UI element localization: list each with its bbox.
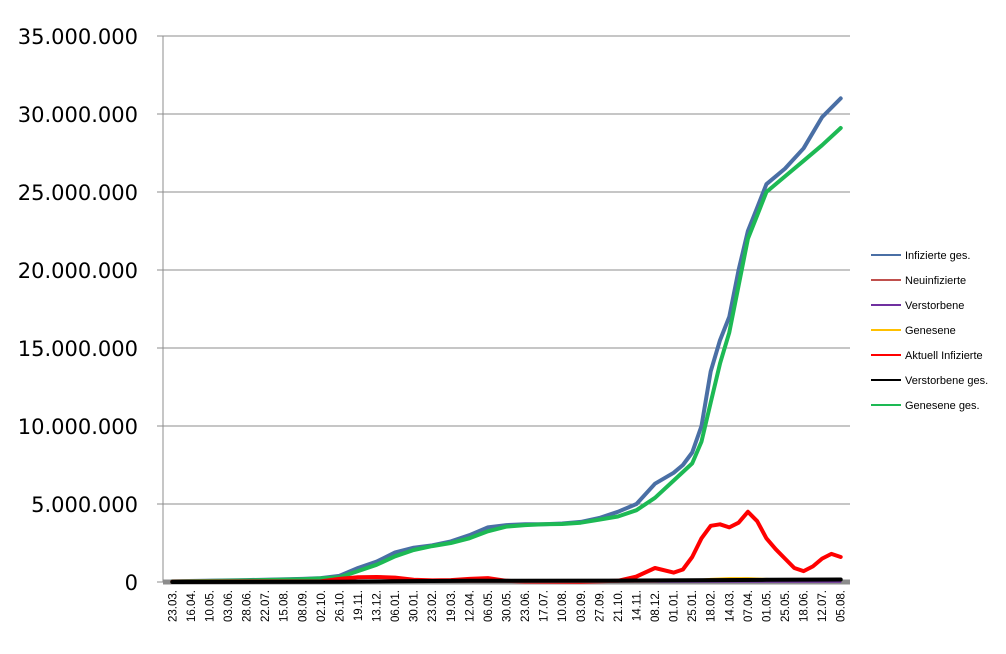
x-tick-label: 12.04. bbox=[464, 590, 476, 622]
x-tick-label: 27.09. bbox=[594, 590, 606, 622]
x-tick-label: 22.07. bbox=[260, 590, 272, 622]
x-tick-label: 30.05. bbox=[502, 590, 514, 622]
x-tick-label: 05.08. bbox=[836, 590, 848, 622]
legend-label: Infizierte ges. bbox=[905, 250, 970, 262]
x-tick-label: 07.04. bbox=[743, 590, 755, 622]
x-tick-label: 23.03. bbox=[167, 590, 179, 622]
x-tick-label: 25.01. bbox=[687, 590, 699, 622]
series-line-6 bbox=[170, 126, 843, 584]
y-tick-label: 10.000.000 bbox=[18, 415, 138, 439]
x-tick-label: 21.10. bbox=[613, 590, 625, 622]
x-tick-label: 30.01. bbox=[409, 590, 421, 622]
y-tick-label: 30.000.000 bbox=[18, 103, 138, 127]
x-tick-label: 15.08. bbox=[279, 590, 291, 622]
x-tick-label: 25.05. bbox=[780, 590, 792, 622]
x-tick-label: 14.03. bbox=[724, 590, 736, 622]
y-tick-label: 0 bbox=[125, 571, 138, 595]
x-tick-label: 17.07. bbox=[539, 590, 551, 622]
x-tick-label: 16.04. bbox=[186, 590, 198, 622]
y-axis: 0 5.000.000 10.000.000 15.000.000 20.000.000… bbox=[18, 25, 164, 595]
y-tick-label: 5.000.000 bbox=[31, 493, 138, 517]
y-tick-label: 25.000.000 bbox=[18, 181, 138, 205]
x-tick-label: 02.10. bbox=[316, 590, 328, 622]
legend-label: Aktuell Infizierte bbox=[905, 350, 983, 362]
x-tick-label: 12.07. bbox=[817, 590, 829, 622]
x-tick-label: 03.09. bbox=[576, 590, 588, 622]
y-tick-label: 15.000.000 bbox=[18, 337, 138, 361]
x-tick-label: 19.11. bbox=[353, 590, 365, 621]
x-tick-label: 01.01. bbox=[669, 590, 681, 622]
gridlines bbox=[163, 35, 850, 505]
legend-label: Verstorbene ges. bbox=[905, 375, 988, 387]
x-tick-label: 18.02. bbox=[706, 590, 718, 622]
series-lines bbox=[170, 96, 843, 584]
series-line-4 bbox=[170, 509, 843, 584]
x-tick-label: 14.11. bbox=[631, 590, 643, 621]
x-axis: 23.03. 16.04. 10.05. 03.06. 28.06. 22.07. 15.0… bbox=[163, 579, 850, 622]
y-tick-label: 35.000.000 bbox=[18, 25, 138, 49]
legend-label: Verstorbene bbox=[905, 300, 964, 312]
x-tick-label: 23.06. bbox=[520, 590, 532, 622]
legend-label: Genesene ges. bbox=[905, 400, 980, 412]
x-tick-label: 06.05. bbox=[483, 590, 495, 622]
x-tick-label: 10.05. bbox=[204, 590, 216, 622]
x-tick-label: 08.12. bbox=[650, 590, 662, 622]
x-tick-label: 28.06. bbox=[242, 590, 254, 622]
x-tick-label: 03.06. bbox=[223, 590, 235, 622]
series-line-5 bbox=[170, 577, 843, 584]
series-line-0 bbox=[170, 96, 843, 584]
legend: Infizierte ges. Neuinfizierte Verstorbene G… bbox=[871, 250, 988, 412]
legend-label: Genesene bbox=[905, 325, 956, 337]
x-tick-label: 23.02. bbox=[427, 590, 439, 622]
x-tick-label: 13.12. bbox=[372, 590, 384, 622]
x-tick-label: 10.08. bbox=[557, 590, 569, 622]
x-tick-label: 01.05. bbox=[761, 590, 773, 622]
x-tick-label: 26.10. bbox=[334, 590, 346, 622]
legend-label: Neuinfizierte bbox=[905, 275, 966, 287]
x-tick-label: 06.01. bbox=[390, 590, 402, 622]
x-tick-label: 08.09. bbox=[297, 590, 309, 622]
x-tick-label: 19.03. bbox=[446, 590, 458, 622]
x-tick-label: 18.06. bbox=[799, 590, 811, 622]
y-tick-label: 20.000.000 bbox=[18, 259, 138, 283]
